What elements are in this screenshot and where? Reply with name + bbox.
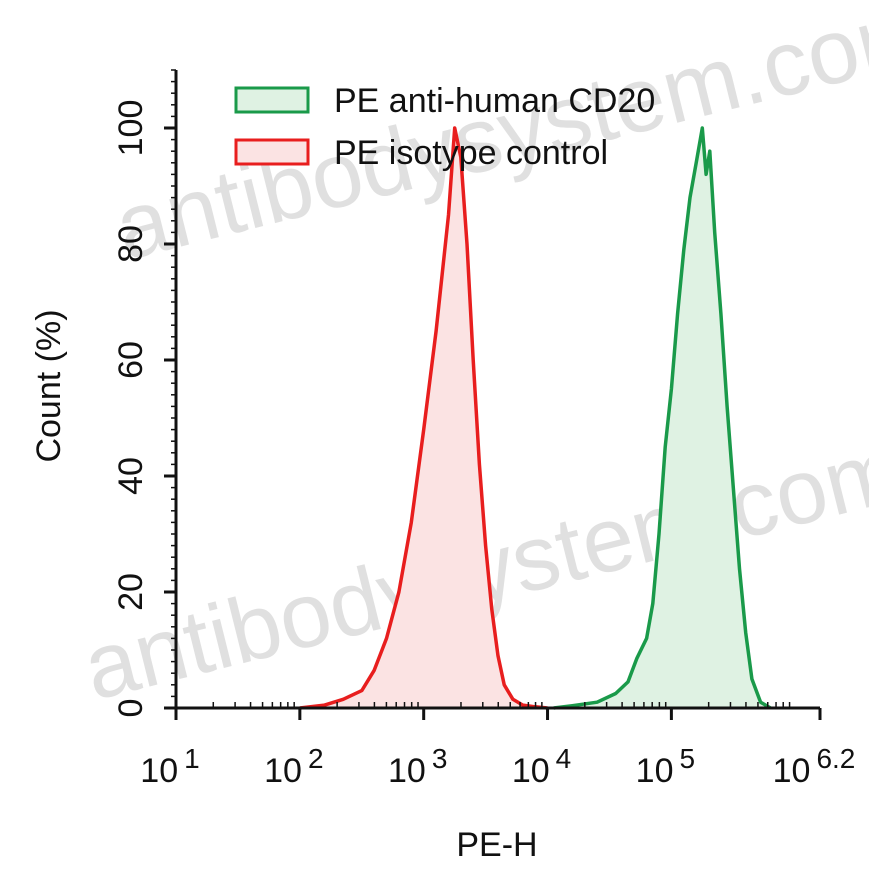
legend: PE anti-human CD20 PE isotype control bbox=[234, 82, 655, 172]
legend-swatch-isotype bbox=[234, 138, 310, 166]
legend-label-isotype: PE isotype control bbox=[334, 134, 608, 172]
series-layer bbox=[299, 126, 772, 710]
y-tick-label: 0 bbox=[112, 699, 150, 718]
series-line-0 bbox=[553, 126, 772, 710]
x-tick-label: 10 3 bbox=[388, 743, 447, 790]
y-tick-label: 60 bbox=[112, 341, 150, 379]
y-tick-label: 20 bbox=[112, 573, 150, 611]
x-tick-label: 10 2 bbox=[264, 743, 323, 790]
legend-label-cd20: PE anti-human CD20 bbox=[334, 82, 655, 120]
x-tick-label: 10 6.2 bbox=[773, 743, 856, 790]
series-area-0 bbox=[553, 128, 771, 708]
y-tick-label: 40 bbox=[112, 457, 150, 495]
y-tick-label: 100 bbox=[112, 100, 150, 157]
x-tick-label: 10 4 bbox=[512, 743, 571, 790]
legend-swatch-cd20 bbox=[234, 86, 310, 114]
x-axis-title: PE-H bbox=[456, 826, 537, 864]
series-line-1 bbox=[299, 126, 548, 710]
axes-layer: 0 20 40 60 80 100 10 1 10 2 10 3 10 4 10 5 10 6.2 bbox=[112, 69, 856, 790]
y-axis-title: Count (%) bbox=[30, 309, 68, 462]
x-tick-label: 10 5 bbox=[636, 743, 695, 790]
y-tick-label: 80 bbox=[112, 225, 150, 263]
x-tick-label: 10 1 bbox=[140, 743, 199, 790]
